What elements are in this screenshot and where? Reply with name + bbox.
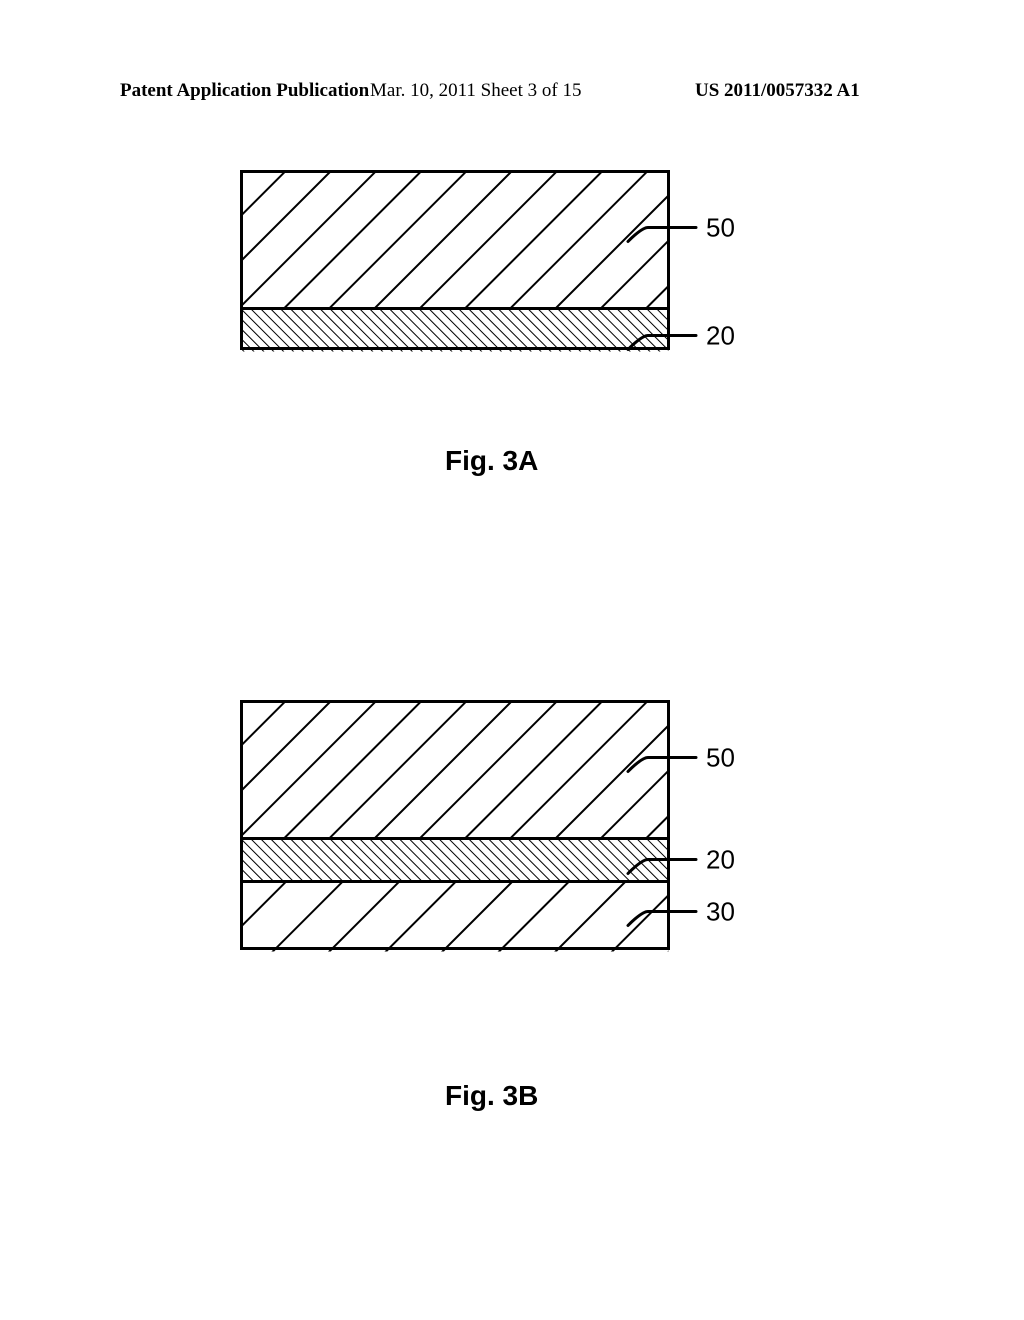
header-middle: Mar. 10, 2011 Sheet 3 of 15	[370, 80, 581, 102]
layer-label-50: 50	[706, 213, 735, 243]
figure-3b: 50 20 30	[240, 700, 780, 960]
layer-30	[242, 882, 669, 952]
layer-label-20: 20	[706, 845, 735, 875]
figure-3a: 50 20	[240, 170, 780, 360]
layer-20	[242, 839, 669, 882]
header-right: US 2011/0057332 A1	[695, 80, 860, 102]
figure-3a-caption: Fig. 3A	[445, 445, 538, 477]
figure-3b-caption: Fig. 3B	[445, 1080, 538, 1112]
layer-label-30: 30	[706, 897, 735, 927]
layer-label-50: 50	[706, 743, 735, 773]
layer-50	[242, 172, 669, 309]
layer-20	[242, 309, 669, 352]
layer-label-20: 20	[706, 321, 735, 351]
layer-50	[242, 702, 669, 839]
header-left: Patent Application Publication	[120, 80, 369, 102]
page: Patent Application Publication Mar. 10, …	[0, 0, 1024, 1320]
